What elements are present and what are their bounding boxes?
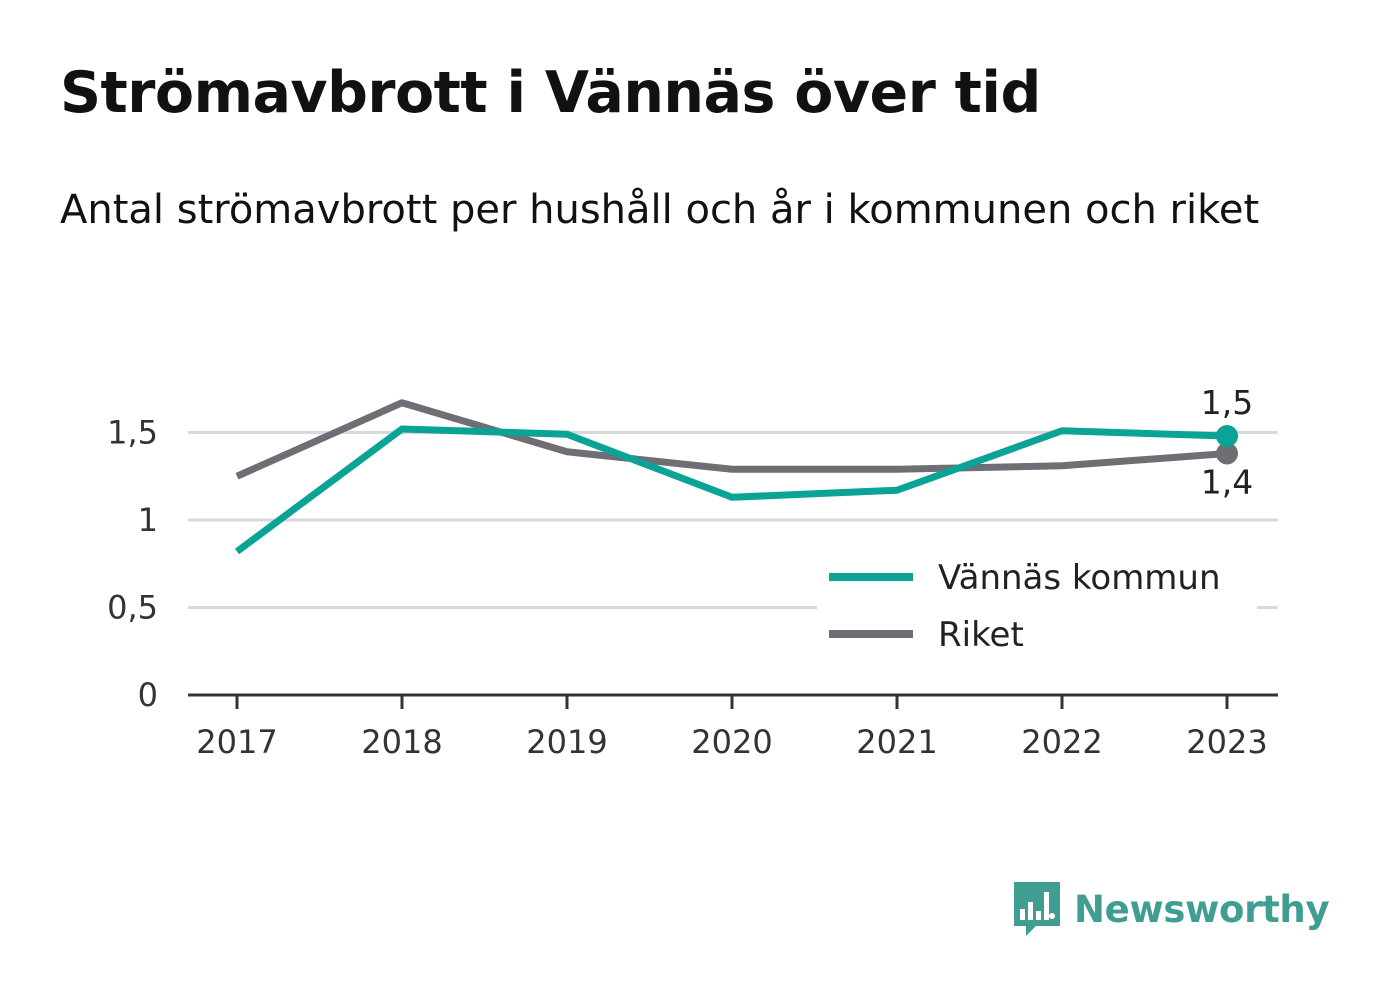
x-tick-label: 2022 xyxy=(1021,723,1102,761)
y-tick-label: 0,5 xyxy=(107,589,158,627)
x-tick-label: 2020 xyxy=(691,723,772,761)
y-axis-ticks: 0 0,5 1 1,5 xyxy=(107,414,158,715)
series-line xyxy=(234,425,1228,555)
series-lines xyxy=(234,399,1228,555)
end-value-label: 1,4 xyxy=(1201,463,1253,502)
x-tick-label: 2017 xyxy=(196,723,277,761)
x-tick-label: 2023 xyxy=(1186,723,1267,761)
newsworthy-logo: Newsworthy xyxy=(1012,880,1330,938)
series-end-point xyxy=(1216,425,1238,447)
y-tick-label: 1 xyxy=(138,501,158,539)
legend-label: Vännäs kommun xyxy=(938,558,1221,598)
brand-name: Newsworthy xyxy=(1074,887,1330,931)
end-value-label: 1,5 xyxy=(1201,383,1253,422)
y-tick-label: 1,5 xyxy=(107,414,158,452)
legend-label: Riket xyxy=(938,615,1024,655)
series-line xyxy=(235,399,1228,480)
chart-subtitle: Antal strömavbrott per hushåll och år i … xyxy=(60,187,1260,233)
x-tick-label: 2018 xyxy=(361,723,442,761)
end-labels: 1,5 1,4 xyxy=(1201,383,1253,502)
x-tick-label: 2021 xyxy=(856,723,937,761)
chart-title: Strömavbrott i Vännäs över tid xyxy=(60,60,1041,126)
x-axis-ticks: 2017 2018 2019 2020 2021 2022 2023 xyxy=(196,695,1268,761)
y-tick-label: 0 xyxy=(138,676,158,714)
legend-background xyxy=(817,548,1257,670)
x-tick-label: 2019 xyxy=(526,723,607,761)
series-end-point xyxy=(1216,442,1238,465)
legend: Vännäs kommun Riket xyxy=(817,548,1257,670)
newsworthy-logo-icon xyxy=(1014,882,1060,936)
